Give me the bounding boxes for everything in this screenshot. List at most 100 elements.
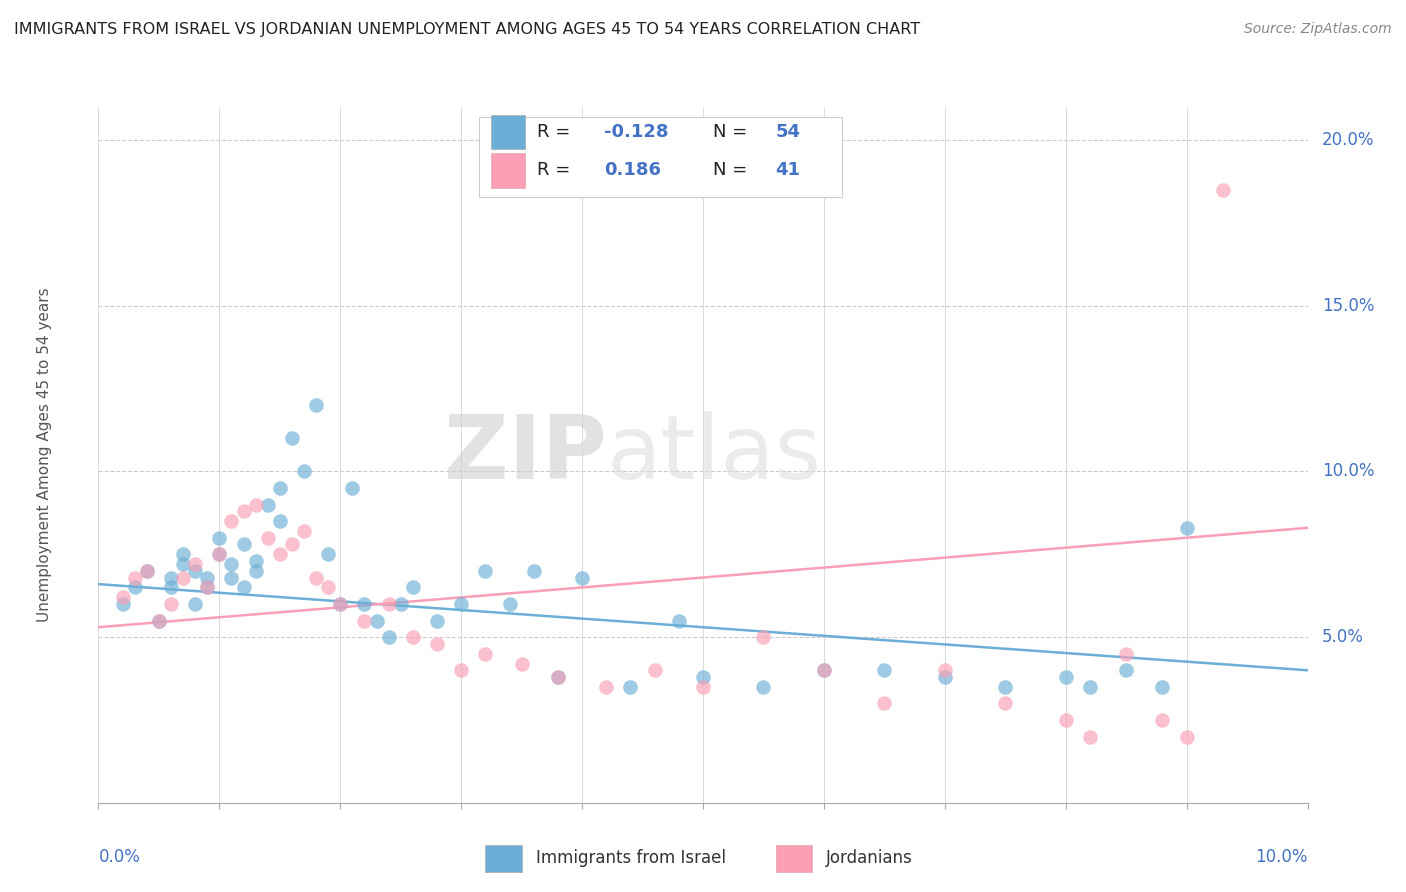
Point	[450, 597, 472, 611]
FancyBboxPatch shape	[492, 153, 526, 188]
Point	[450, 663, 472, 677]
Point	[256, 498, 278, 512]
Point	[353, 597, 375, 611]
Point	[111, 591, 134, 605]
Point	[269, 514, 291, 528]
Point	[292, 465, 315, 479]
Point	[547, 670, 569, 684]
Point	[1054, 713, 1077, 727]
Point	[377, 597, 399, 611]
Point	[316, 581, 339, 595]
Text: 41: 41	[776, 161, 800, 179]
Point	[752, 680, 775, 694]
Point	[668, 614, 690, 628]
Point	[208, 531, 231, 545]
Point	[221, 570, 243, 584]
Point	[994, 680, 1017, 694]
Point	[571, 570, 593, 584]
Point	[281, 431, 304, 445]
Point	[195, 570, 218, 584]
Text: 10.0%: 10.0%	[1256, 848, 1308, 866]
Point	[160, 597, 183, 611]
Point	[232, 537, 254, 551]
Point	[184, 564, 207, 578]
Text: 5.0%: 5.0%	[1322, 628, 1364, 646]
FancyBboxPatch shape	[485, 845, 522, 872]
FancyBboxPatch shape	[492, 115, 526, 150]
Point	[934, 670, 956, 684]
Point	[245, 554, 267, 568]
FancyBboxPatch shape	[479, 118, 842, 197]
Point	[1054, 670, 1077, 684]
Point	[752, 630, 775, 644]
Point	[124, 581, 146, 595]
FancyBboxPatch shape	[776, 845, 811, 872]
Point	[148, 614, 170, 628]
Point	[644, 663, 666, 677]
Point	[135, 564, 157, 578]
Point	[1115, 663, 1137, 677]
Point	[1078, 680, 1101, 694]
Text: 10.0%: 10.0%	[1322, 462, 1375, 481]
Point	[426, 637, 449, 651]
Point	[172, 547, 194, 561]
Point	[195, 581, 218, 595]
Point	[172, 570, 194, 584]
Text: Jordanians: Jordanians	[827, 849, 912, 867]
Text: Immigrants from Israel: Immigrants from Israel	[536, 849, 725, 867]
Point	[813, 663, 835, 677]
Point	[353, 614, 375, 628]
Point	[692, 670, 714, 684]
Point	[402, 630, 425, 644]
Point	[221, 514, 243, 528]
Text: atlas: atlas	[606, 411, 821, 499]
Point	[1212, 183, 1234, 197]
Point	[474, 647, 496, 661]
Point	[316, 547, 339, 561]
Text: Unemployment Among Ages 45 to 54 years: Unemployment Among Ages 45 to 54 years	[37, 287, 52, 623]
Point	[402, 581, 425, 595]
Point	[232, 504, 254, 518]
Text: N =: N =	[713, 161, 752, 179]
Text: R =: R =	[537, 161, 576, 179]
Point	[329, 597, 352, 611]
Point	[498, 597, 520, 611]
Point	[305, 398, 328, 412]
Point	[160, 570, 183, 584]
Text: 54: 54	[776, 123, 800, 141]
Text: ZIP: ZIP	[443, 411, 606, 499]
Point	[135, 564, 157, 578]
Point	[389, 597, 412, 611]
Text: IMMIGRANTS FROM ISRAEL VS JORDANIAN UNEMPLOYMENT AMONG AGES 45 TO 54 YEARS CORRE: IMMIGRANTS FROM ISRAEL VS JORDANIAN UNEM…	[14, 22, 920, 37]
Point	[1175, 521, 1198, 535]
Text: Source: ZipAtlas.com: Source: ZipAtlas.com	[1244, 22, 1392, 37]
Point	[292, 524, 315, 538]
Point	[111, 597, 134, 611]
Point	[148, 614, 170, 628]
Point	[1078, 730, 1101, 744]
Point	[366, 614, 388, 628]
Point	[523, 564, 546, 578]
Point	[256, 531, 278, 545]
Point	[269, 547, 291, 561]
Point	[510, 657, 533, 671]
Point	[619, 680, 641, 694]
Text: 0.0%: 0.0%	[98, 848, 141, 866]
Point	[184, 558, 207, 572]
Point	[595, 680, 617, 694]
Point	[813, 663, 835, 677]
Point	[547, 670, 569, 684]
Point	[692, 680, 714, 694]
Point	[232, 581, 254, 595]
Point	[208, 547, 231, 561]
Point	[1115, 647, 1137, 661]
Text: 0.186: 0.186	[603, 161, 661, 179]
Point	[245, 498, 267, 512]
Point	[329, 597, 352, 611]
Point	[377, 630, 399, 644]
Point	[994, 697, 1017, 711]
Point	[426, 614, 449, 628]
Point	[305, 570, 328, 584]
Point	[195, 581, 218, 595]
Point	[245, 564, 267, 578]
